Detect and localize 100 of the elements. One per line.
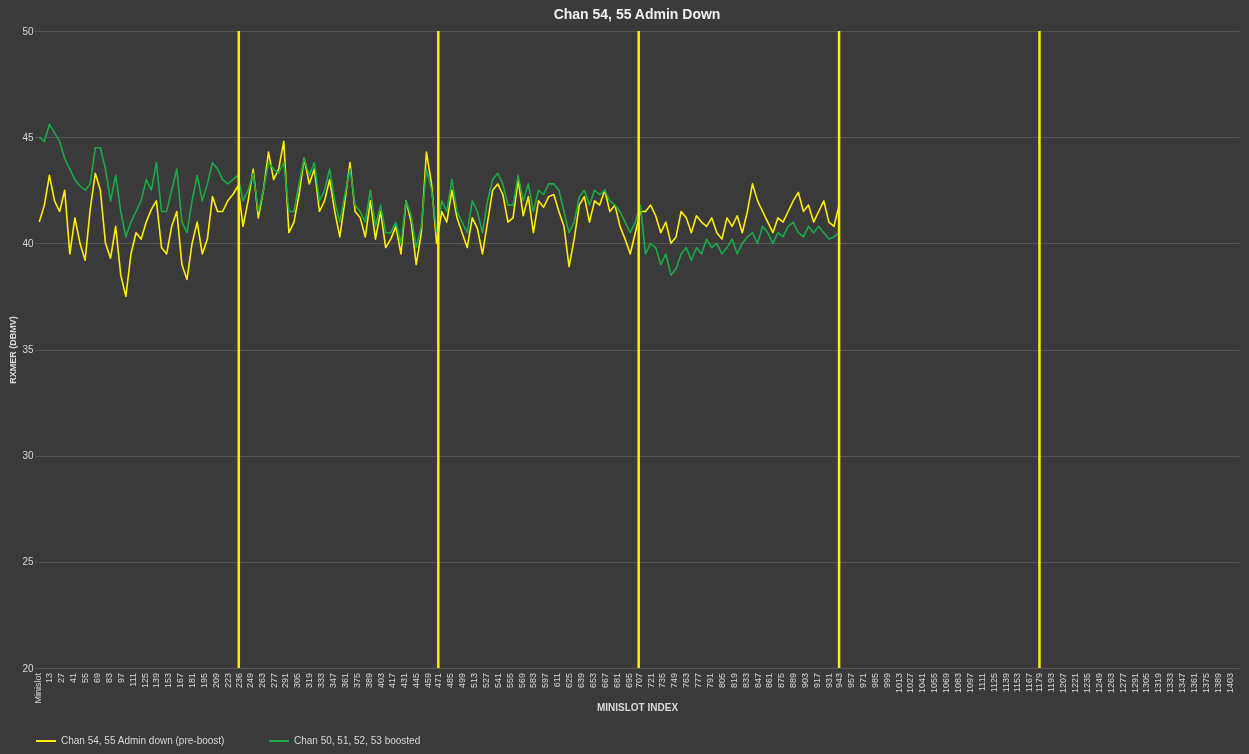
x-tick-label: 1235 xyxy=(1082,673,1093,694)
y-tick-label: 20 xyxy=(22,662,34,674)
x-tick-label: 889 xyxy=(788,673,799,689)
x-tick-label: 903 xyxy=(800,673,811,689)
legend-label: Chan 50, 51, 52, 53 boosted xyxy=(294,735,421,746)
x-tick-label: 1347 xyxy=(1177,673,1188,694)
x-tick-label: 777 xyxy=(693,673,704,689)
x-tick-label: 569 xyxy=(516,673,527,689)
legend-label: Chan 54, 55 Admin down (pre-boost) xyxy=(61,735,225,746)
x-tick-label: 999 xyxy=(881,673,892,689)
x-tick-label: 805 xyxy=(716,673,727,689)
x-tick-label: 389 xyxy=(363,673,374,689)
x-tick-label: 485 xyxy=(445,673,456,689)
y-tick-label: 45 xyxy=(22,131,34,143)
y-tick-label: 25 xyxy=(22,556,34,568)
x-tick-label: 1013 xyxy=(893,673,904,694)
x-tick-label: 1111 xyxy=(976,673,987,692)
x-tick-label: 1291 xyxy=(1129,673,1140,694)
x-tick-label: 513 xyxy=(468,673,479,689)
x-tick-label: 403 xyxy=(375,673,386,689)
x-tick-label: 555 xyxy=(504,673,515,689)
x-tick-label: 917 xyxy=(812,673,823,689)
x-tick-label: 639 xyxy=(575,673,586,689)
x-tick-label: 277 xyxy=(268,673,279,689)
x-tick-label: 1389 xyxy=(1212,673,1223,694)
x-tick-label: 721 xyxy=(645,673,656,689)
x-tick-label: 597 xyxy=(540,673,551,689)
x-tick-label: 375 xyxy=(351,673,362,689)
x-tick-label: 653 xyxy=(587,673,598,689)
y-tick-label: 30 xyxy=(22,450,34,462)
x-tick-label: 847 xyxy=(752,673,763,689)
x-tick-label: 1153 xyxy=(1012,673,1023,693)
x-tick-label: 625 xyxy=(564,673,575,689)
x-tick-label: 445 xyxy=(411,673,422,689)
x-tick-label: 249 xyxy=(244,673,255,689)
x-tick-label: 931 xyxy=(823,673,834,689)
x-tick-label: 347 xyxy=(328,673,339,689)
x-tick-label: 431 xyxy=(399,673,410,689)
x-tick-label: 319 xyxy=(304,673,315,689)
x-tick-label: 1041 xyxy=(917,673,928,694)
x-tick-label: 1167 xyxy=(1024,673,1035,693)
x-tick-label: 985 xyxy=(869,673,880,689)
x-tick-label: 791 xyxy=(705,673,716,689)
x-tick-label: 611 xyxy=(552,673,563,688)
x-tick-label: 499 xyxy=(457,673,468,689)
x-tick-label: 819 xyxy=(728,673,739,689)
x-tick-label: 1027 xyxy=(905,673,916,694)
x-tick-label: 55 xyxy=(80,673,91,684)
x-tick-label: 735 xyxy=(657,673,668,689)
x-tick-label: 153 xyxy=(163,673,174,689)
x-tick-label: 97 xyxy=(115,673,126,684)
x-tick-label: 417 xyxy=(387,673,398,689)
y-tick-label: 40 xyxy=(22,237,34,249)
x-tick-label: 223 xyxy=(222,673,233,689)
x-tick-label: 749 xyxy=(669,673,680,689)
x-tick-label: 333 xyxy=(316,673,327,689)
x-tick-label: 707 xyxy=(633,673,644,689)
x-tick-label: 167 xyxy=(175,673,186,689)
x-tick-label: 971 xyxy=(857,673,868,689)
x-tick-label: 1375 xyxy=(1200,673,1211,694)
x-tick-label: 1361 xyxy=(1189,673,1199,694)
x-tick-label: 1139 xyxy=(1000,673,1011,693)
x-tick-label: 209 xyxy=(210,673,221,689)
x-tick-label: 1305 xyxy=(1141,673,1152,694)
x-tick-label: 27 xyxy=(56,673,67,684)
x-tick-label: 69 xyxy=(91,673,102,684)
x-tick-label: 1179 xyxy=(1034,673,1045,693)
x-tick-label: 471 xyxy=(433,673,444,689)
x-tick-label: 833 xyxy=(740,673,751,689)
x-tick-label: 125 xyxy=(139,673,150,689)
x-tick-label: 459 xyxy=(423,673,434,689)
x-tick-label: 1055 xyxy=(929,673,940,694)
x-tick-label: 1333 xyxy=(1165,673,1176,694)
x-tick-label: 181 xyxy=(187,673,198,689)
x-tick-label: 681 xyxy=(611,673,622,689)
x-tick-label: 861 xyxy=(764,673,775,689)
x-tick-label: 361 xyxy=(339,673,350,689)
x-tick-label: 111 xyxy=(127,673,138,687)
chart-title: Chan 54, 55 Admin Down xyxy=(553,6,721,22)
x-tick-label: 1069 xyxy=(941,673,952,694)
x-tick-label: 236 xyxy=(233,673,244,689)
x-tick-label: 1193 xyxy=(1046,673,1057,693)
x-axis-title: MINISLOT INDEX xyxy=(596,701,679,713)
x-tick-label: 695 xyxy=(623,673,634,689)
x-tick-label: 13 xyxy=(44,673,55,684)
x-tick-label: 1277 xyxy=(1117,673,1128,694)
x-tick-label: 1083 xyxy=(952,673,963,694)
x-tick-label: 139 xyxy=(151,673,162,689)
x-tick-label: 527 xyxy=(480,673,491,689)
y-tick-label: 50 xyxy=(22,25,34,37)
x-tick-label: Minislot xyxy=(32,672,43,704)
x-tick-label: 541 xyxy=(492,673,503,689)
x-tick-label: 1263 xyxy=(1105,673,1116,694)
x-tick-label: 1319 xyxy=(1153,673,1164,694)
x-tick-label: 957 xyxy=(845,673,856,689)
x-tick-label: 1125 xyxy=(988,673,999,693)
x-tick-label: 583 xyxy=(528,673,539,689)
y-axis-title: RXMER (DBMV) xyxy=(8,316,19,384)
x-tick-label: 83 xyxy=(103,673,114,684)
line-series xyxy=(38,123,840,276)
